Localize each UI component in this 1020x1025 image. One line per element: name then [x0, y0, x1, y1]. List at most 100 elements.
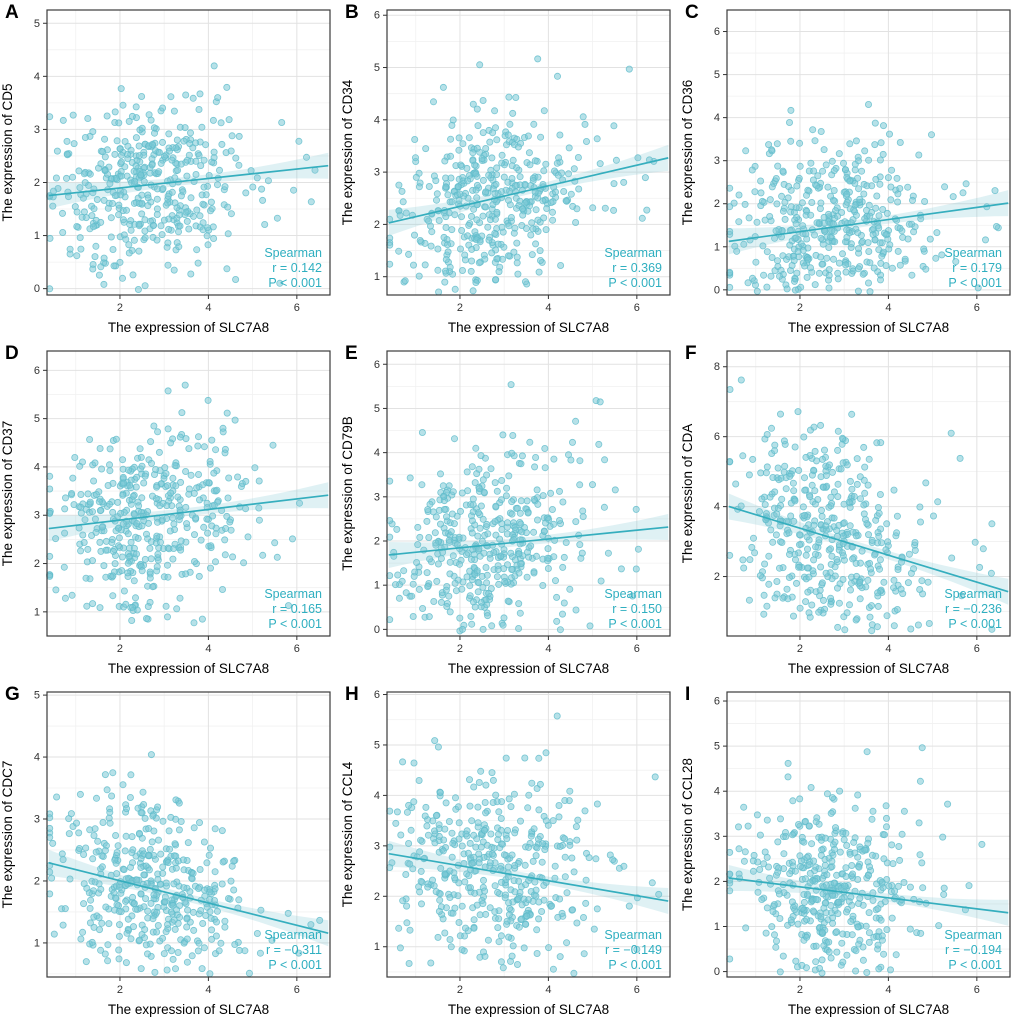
y-tick-label: 5: [374, 403, 380, 415]
y-tick-label: 4: [34, 71, 40, 83]
data-point: [195, 939, 203, 947]
data-point: [834, 275, 842, 283]
data-point: [458, 946, 466, 954]
plot-area: [387, 351, 670, 636]
data-point: [787, 106, 795, 114]
data-point: [261, 220, 269, 228]
data-point: [153, 483, 161, 491]
data-point: [534, 835, 542, 843]
data-point: [435, 907, 443, 915]
data-point: [523, 497, 531, 505]
data-point: [572, 417, 580, 425]
data-point: [470, 550, 478, 558]
data-point: [180, 866, 188, 874]
data-point: [141, 282, 149, 290]
data-point: [550, 455, 558, 463]
data-point: [873, 439, 881, 447]
data-point: [763, 283, 771, 291]
data-point: [209, 116, 217, 124]
data-point: [976, 563, 984, 571]
data-point: [177, 537, 185, 545]
data-point: [70, 501, 78, 509]
data-point: [214, 94, 222, 102]
data-point: [77, 547, 85, 555]
data-point: [595, 440, 603, 448]
data-point: [818, 455, 826, 463]
data-point: [534, 55, 542, 63]
data-point: [819, 874, 827, 882]
data-point: [862, 922, 870, 930]
x-axis-title: The expression of SLC7A8: [108, 1002, 269, 1017]
data-point: [843, 226, 851, 234]
data-point: [479, 476, 487, 484]
data-point: [854, 229, 862, 237]
data-point: [185, 485, 193, 493]
panel-border: [726, 9, 1011, 296]
data-point: [796, 139, 804, 147]
data-point: [774, 838, 782, 846]
data-point: [434, 743, 442, 751]
data-point: [842, 864, 850, 872]
data-point: [801, 511, 809, 519]
x-axis-title: The expression of SLC7A8: [448, 661, 609, 676]
data-point: [469, 149, 477, 157]
data-point: [904, 235, 912, 243]
data-point: [442, 255, 450, 263]
data-point: [416, 236, 424, 244]
data-point: [491, 908, 499, 916]
data-point: [224, 203, 232, 211]
data-point: [87, 896, 95, 904]
data-point: [494, 830, 502, 838]
x-tick-label: 4: [885, 643, 891, 655]
data-point: [896, 856, 904, 864]
data-point: [497, 496, 505, 504]
data-point: [413, 558, 421, 566]
data-point: [841, 626, 849, 634]
data-point: [476, 524, 484, 532]
data-point: [206, 844, 214, 852]
data-point: [792, 234, 800, 242]
data-point: [475, 259, 483, 267]
data-point: [253, 174, 261, 182]
data-point: [167, 93, 175, 101]
data-point: [121, 847, 129, 855]
y-tick-label: 1: [374, 271, 380, 283]
data-point: [80, 850, 88, 858]
data-point: [405, 959, 413, 967]
data-point: [419, 604, 427, 612]
data-point: [852, 532, 860, 540]
data-point: [211, 868, 219, 876]
spearman-annotation-line2: r = −0.149: [605, 943, 662, 957]
data-point: [148, 492, 156, 500]
data-point: [475, 779, 483, 787]
data-point: [918, 577, 926, 585]
data-point: [498, 476, 506, 484]
data-point: [199, 919, 207, 927]
data-point: [439, 83, 447, 91]
data-point: [773, 140, 781, 148]
data-point: [513, 135, 521, 143]
data-point: [461, 878, 469, 886]
regression-line: [728, 202, 1009, 243]
data-point: [166, 845, 174, 853]
data-point: [750, 534, 758, 542]
data-point: [504, 196, 512, 204]
data-point: [530, 495, 538, 503]
data-point: [851, 166, 859, 174]
data-point: [101, 167, 109, 175]
spearman-annotation-line2: r = 0.165: [272, 602, 322, 616]
data-point: [527, 231, 535, 239]
data-point: [834, 446, 842, 454]
data-point: [472, 170, 480, 178]
data-point: [833, 555, 841, 563]
data-point: [200, 156, 208, 164]
data-point: [423, 569, 431, 577]
data-point: [93, 794, 101, 802]
data-point: [854, 875, 862, 883]
data-point: [120, 520, 128, 528]
data-point: [448, 829, 456, 837]
y-tick-label: 5: [34, 690, 40, 702]
data-point: [763, 904, 771, 912]
data-point: [106, 819, 114, 827]
data-point: [785, 182, 793, 190]
